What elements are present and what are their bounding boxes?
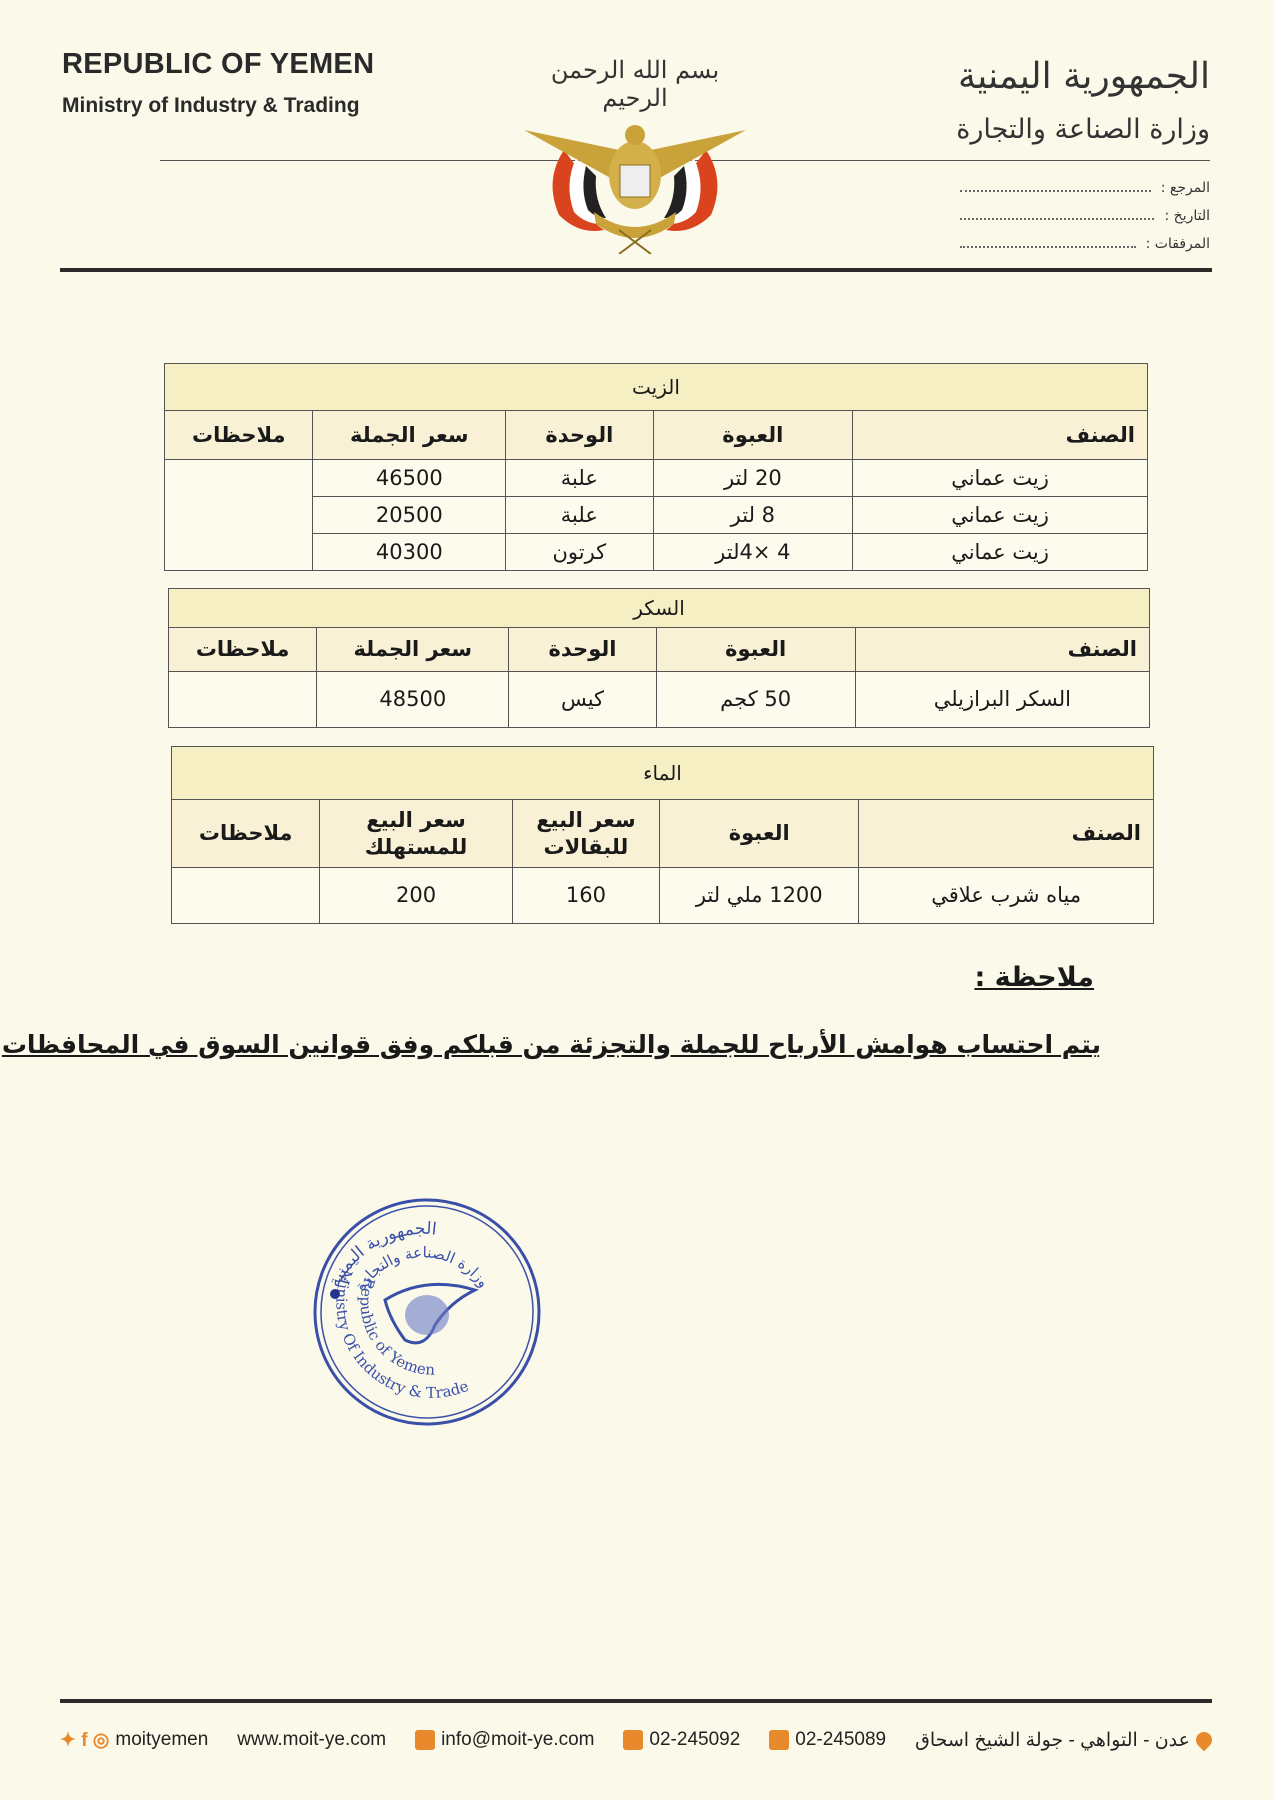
title-row: الزيت (164, 363, 1148, 411)
price-table: السكر الصنف العبوة الوحدة سعر الجملة ملاحظات ا… (167, 588, 1151, 728)
column-header: سعر الجملة (312, 410, 507, 460)
footer-divider (60, 1699, 1212, 1703)
field: المرفقات : (960, 224, 1210, 252)
cell: زيت عماني (852, 496, 1148, 534)
title-row: الماء (171, 746, 1154, 800)
column-header: العبوة (655, 627, 856, 672)
data-row: السكر البرازيلي 50 كجم كيس 48500 (167, 671, 1151, 728)
table-title: السكر (168, 588, 1150, 628)
data-row: زيت عماني 20 لتر علبة 46500 (163, 459, 1148, 571)
column-header: الوحدة (508, 627, 657, 672)
social: ✦ f ◎ moityemen (60, 1729, 209, 1751)
table-title: الماء (171, 746, 1154, 800)
header-divider (60, 268, 1212, 272)
field: التاريخ : (960, 196, 1210, 224)
column-header: الصنف (858, 799, 1154, 868)
cell: 46500 (312, 459, 507, 497)
note-label: ملاحظة : (974, 962, 1094, 993)
table-box: السكر الصنف العبوة الوحدة سعر الجملة ملاحظات ا… (167, 588, 1151, 728)
data-row: مياه شرب علاقي 1200 ملي لتر 160 200 (170, 867, 1154, 924)
cell: 40300 (312, 533, 507, 571)
cell: 50 كجم (655, 671, 856, 728)
price-table: الزيت الصنف العبوة الوحدة سعر الجملة ملاحظات ز… (163, 363, 1148, 571)
cell: كيس (508, 671, 657, 728)
basmala: بسم الله الرحمن الرحيم (550, 56, 720, 112)
price-table: الماء الصنف العبوة سعر البيع للبقالات سعر ال… (170, 746, 1154, 924)
email: info@moit-ye.com (415, 1729, 594, 1751)
cell: مياه شرب علاقي (858, 867, 1154, 924)
notes-cell (163, 459, 314, 571)
cell: 20 لتر (652, 459, 854, 497)
fax-text: 02-245089 (795, 1729, 887, 1750)
english-subtitle: Ministry of Industry & Trading (62, 94, 360, 117)
cell: 20500 (312, 496, 507, 534)
arabic-title: الجمهورية اليمنية (957, 56, 1210, 97)
reference-fields: المرجع : التاريخ : المرفقات : (960, 168, 1210, 252)
fax: 02-245089 (769, 1729, 886, 1751)
email-text: info@moit-ye.com (441, 1729, 595, 1750)
header-row: الصنف العبوة الوحدة سعر الجملة ملاحظات (163, 410, 1148, 460)
cell: زيت عماني (852, 459, 1148, 497)
english-title: REPUBLIC OF YEMEN (62, 48, 375, 80)
column-header: ملاحظات (163, 410, 314, 460)
social-handle: moityemen (115, 1729, 209, 1750)
column-header: سعر الجملة (316, 627, 510, 672)
arabic-subtitle: وزارة الصناعة والتجارة (956, 114, 1210, 145)
cell: 160 (511, 867, 661, 924)
emblem (524, 125, 746, 254)
field: المرجع : (960, 168, 1210, 196)
header-row: الصنف العبوة الوحدة سعر الجملة ملاحظات (167, 627, 1151, 672)
column-header: الصنف (852, 410, 1148, 460)
column-header: سعر البيع للمستهلك (319, 799, 513, 868)
address: عدن - التواهي - جولة الشيخ اسحاق (915, 1728, 1216, 1752)
cell: السكر البرازيلي (854, 671, 1151, 728)
cell: 200 (319, 867, 513, 924)
notes-cell (170, 867, 321, 924)
table-box: الزيت الصنف العبوة الوحدة سعر الجملة ملاحظات ز… (163, 363, 1148, 571)
column-header: العبوة (652, 410, 854, 460)
cell: 4 ×4لتر (652, 533, 854, 571)
footer: ✦ f ◎ moityemen www.moit-ye.com info@moit… (60, 1722, 1216, 1758)
field-label: التاريخ : (1164, 208, 1210, 224)
title-row: السكر (168, 588, 1150, 628)
table-box: الماء الصنف العبوة سعر البيع للبقالات سعر ال… (170, 746, 1154, 924)
address-text: عدن - التواهي - جولة الشيخ اسحاق (915, 1729, 1190, 1751)
cell: زيت عماني (852, 533, 1148, 571)
field-label: المرجع : (1160, 180, 1210, 196)
cell: كرتون (505, 533, 654, 571)
column-header: سعر البيع للبقالات (511, 799, 661, 868)
cell: علبة (505, 459, 654, 497)
cell: 1200 ملي لتر (659, 867, 860, 924)
stamp: الجمهورية اليمنية وزارة الصناعة والتجارة… (305, 1191, 541, 1426)
header-row: الصنف العبوة سعر البيع للبقالات سعر البيع ل… (170, 799, 1154, 868)
cell: علبة (505, 496, 654, 534)
column-header: الوحدة (505, 410, 654, 460)
note-text: يتم احتساب هوامش الأرباح للجملة والتجزئة… (1, 1030, 1101, 1059)
column-header: الصنف (854, 627, 1151, 672)
column-header: ملاحظات (167, 627, 318, 672)
data-row: زيت عماني 4 ×4لتر كرتون 40300 (165, 533, 1148, 571)
cell: 48500 (316, 671, 510, 728)
notes-cell (167, 671, 318, 728)
website: www.moit-ye.com (237, 1729, 386, 1751)
table-title: الزيت (164, 363, 1148, 411)
phone: 02-245092 (623, 1729, 740, 1751)
website-text: www.moit-ye.com (237, 1729, 387, 1750)
column-header: ملاحظات (170, 799, 321, 868)
cell: 8 لتر (652, 496, 854, 534)
field-label: المرفقات : (1145, 236, 1210, 252)
column-header: العبوة (659, 799, 860, 868)
phone-text: 02-245092 (649, 1729, 741, 1750)
